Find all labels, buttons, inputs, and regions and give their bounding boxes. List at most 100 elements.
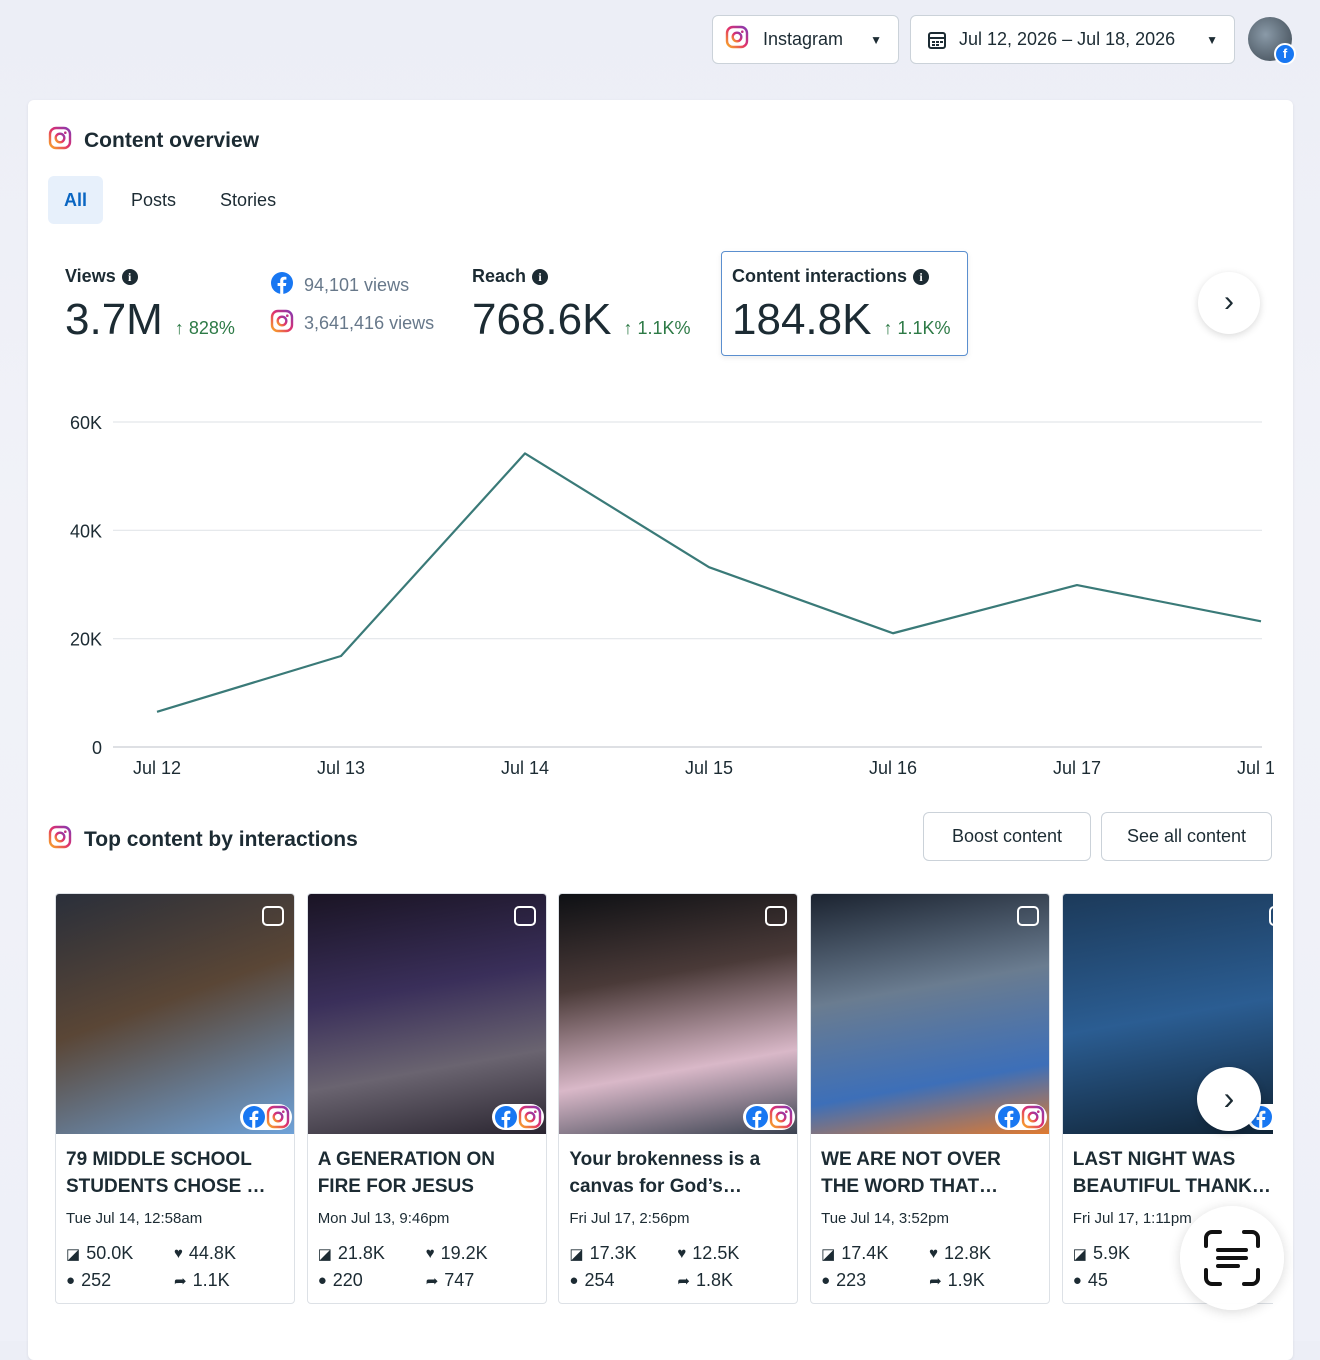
next-posts-button[interactable]: › bbox=[1197, 1067, 1261, 1131]
views-icon: ◪ bbox=[1073, 1245, 1087, 1263]
shares-value: 747 bbox=[444, 1270, 474, 1291]
comments-value: 252 bbox=[81, 1270, 111, 1291]
icon-part bbox=[534, 1110, 537, 1113]
post-stat: ◪ 17.4K bbox=[821, 1243, 888, 1264]
icon-part bbox=[769, 1105, 793, 1129]
post-stat: ♥19.2K bbox=[426, 1243, 488, 1264]
post-stat: ➦ 1.1K bbox=[174, 1270, 230, 1291]
views-icon: ◪ bbox=[821, 1245, 835, 1263]
post-thumbnail bbox=[308, 894, 547, 1134]
icon-part bbox=[745, 1105, 769, 1129]
comments-value: 45 bbox=[1088, 1270, 1108, 1291]
post-stat: ♥12.8K bbox=[929, 1243, 991, 1264]
shares-value: 1.8K bbox=[696, 1270, 733, 1291]
views-value: 50.0K bbox=[86, 1243, 133, 1264]
post-card[interactable]: WE ARE NOT OVER THE WORD THAT… Tue Jul 14… bbox=[810, 893, 1050, 1304]
post-stat: ● 252 bbox=[66, 1270, 111, 1291]
shares-icon: ➦ bbox=[929, 1272, 942, 1290]
post-card[interactable]: Your brokenness is a canvas for God’s…Fr… bbox=[558, 893, 798, 1304]
post-stat: ● 45 bbox=[1073, 1270, 1108, 1291]
icon-part bbox=[518, 1105, 542, 1129]
post-stat: ➦ 1.8K bbox=[677, 1270, 733, 1291]
views-value: 17.3K bbox=[590, 1243, 637, 1264]
post-thumbnail bbox=[56, 894, 295, 1134]
shares-icon: ➦ bbox=[174, 1272, 187, 1290]
post-stat: ♥ 12.5K bbox=[677, 1243, 739, 1264]
scan-icon bbox=[1180, 1206, 1284, 1310]
post-date: Fri Jul 17, 2:56pm bbox=[569, 1210, 689, 1227]
icon-part bbox=[1021, 1105, 1045, 1129]
post-date: Tue Jul 14, 3:52pm bbox=[821, 1210, 949, 1227]
icon-part bbox=[525, 1113, 534, 1122]
platform-badges bbox=[492, 1104, 544, 1130]
post-stat: ♥ 44.8K bbox=[174, 1243, 236, 1264]
facebook-badge: f bbox=[1274, 43, 1296, 65]
reel-icon bbox=[514, 906, 536, 926]
views-value: 17.4K bbox=[841, 1243, 888, 1264]
icon-part bbox=[266, 1105, 290, 1129]
post-date: Mon Jul 13, 9:46pm bbox=[318, 1210, 450, 1227]
post-title: LAST NIGHT WAS BEAUTIFUL THANK… bbox=[1073, 1146, 1273, 1200]
post-title: 79 MIDDLE SCHOOL STUDENTS CHOSE … bbox=[66, 1146, 288, 1200]
post-title: A GENERATION ON FIRE FOR JESUS bbox=[318, 1146, 540, 1200]
icon-part bbox=[274, 1113, 283, 1122]
post-stat: ●254 bbox=[569, 1270, 614, 1291]
icon-part bbox=[282, 1110, 285, 1113]
likes-value: 12.8K bbox=[944, 1243, 991, 1264]
reel-icon bbox=[1017, 906, 1039, 926]
likes-value: 19.2K bbox=[441, 1243, 488, 1264]
platform-badges bbox=[995, 1104, 1047, 1130]
comments-icon: ● bbox=[821, 1272, 830, 1289]
post-stat: ➦ 1.9K bbox=[929, 1270, 985, 1291]
platform-badges bbox=[240, 1104, 292, 1130]
comments-icon: ● bbox=[318, 1272, 327, 1289]
shares-icon: ➦ bbox=[426, 1272, 439, 1290]
post-stat: ● 220 bbox=[318, 1270, 363, 1291]
icon-part bbox=[777, 1113, 786, 1122]
post-date: Fri Jul 17, 1:11pm bbox=[1073, 1210, 1192, 1227]
likes-icon: ♥ bbox=[677, 1245, 686, 1262]
shares-value: 1.1K bbox=[193, 1270, 230, 1291]
likes-icon: ♥ bbox=[174, 1245, 183, 1262]
post-stat: ◪ 5.9K bbox=[1073, 1243, 1130, 1264]
posts-row: 79 MIDDLE SCHOOL STUDENTS CHOSE … Tue Jul… bbox=[0, 0, 1273, 1341]
platform-badges bbox=[743, 1104, 795, 1130]
post-thumbnail bbox=[559, 894, 798, 1134]
icon-part bbox=[785, 1110, 788, 1113]
comments-icon: ● bbox=[66, 1272, 75, 1289]
icon-part bbox=[268, 1107, 288, 1127]
post-card[interactable]: A GENERATION ON FIRE FOR JESUS Mon Jul 13… bbox=[307, 893, 547, 1304]
icon-part bbox=[242, 1105, 266, 1129]
post-stat: ◪ 17.3K bbox=[569, 1243, 636, 1264]
likes-value: 12.5K bbox=[692, 1243, 739, 1264]
comments-icon: ● bbox=[569, 1272, 578, 1289]
shares-icon: ➦ bbox=[677, 1272, 690, 1290]
scan-button[interactable] bbox=[1180, 1206, 1284, 1310]
post-stat: ●223 bbox=[821, 1270, 866, 1291]
views-value: 5.9K bbox=[1093, 1243, 1130, 1264]
icon-part bbox=[520, 1107, 540, 1127]
post-stat: ◪21.8K bbox=[318, 1243, 385, 1264]
post-title: WE ARE NOT OVER THE WORD THAT… bbox=[821, 1146, 1043, 1200]
post-date: Tue Jul 14, 12:58am bbox=[66, 1210, 202, 1227]
icon-part bbox=[1029, 1113, 1038, 1122]
views-icon: ◪ bbox=[66, 1245, 80, 1263]
post-stat: ◪ 50.0K bbox=[66, 1243, 133, 1264]
shares-value: 1.9K bbox=[948, 1270, 985, 1291]
reel-icon bbox=[1269, 906, 1273, 926]
post-stat: ➦ 747 bbox=[426, 1270, 475, 1291]
views-value: 21.8K bbox=[338, 1243, 385, 1264]
comments-value: 220 bbox=[333, 1270, 363, 1291]
icon-part bbox=[494, 1105, 518, 1129]
likes-value: 44.8K bbox=[189, 1243, 236, 1264]
icon-part bbox=[997, 1105, 1021, 1129]
reel-icon bbox=[262, 906, 284, 926]
icon-part bbox=[771, 1107, 791, 1127]
reel-icon bbox=[765, 906, 787, 926]
post-thumbnail bbox=[811, 894, 1050, 1134]
post-card[interactable]: 79 MIDDLE SCHOOL STUDENTS CHOSE … Tue Jul… bbox=[55, 893, 295, 1304]
views-icon: ◪ bbox=[569, 1245, 583, 1263]
comments-icon: ● bbox=[1073, 1272, 1082, 1289]
